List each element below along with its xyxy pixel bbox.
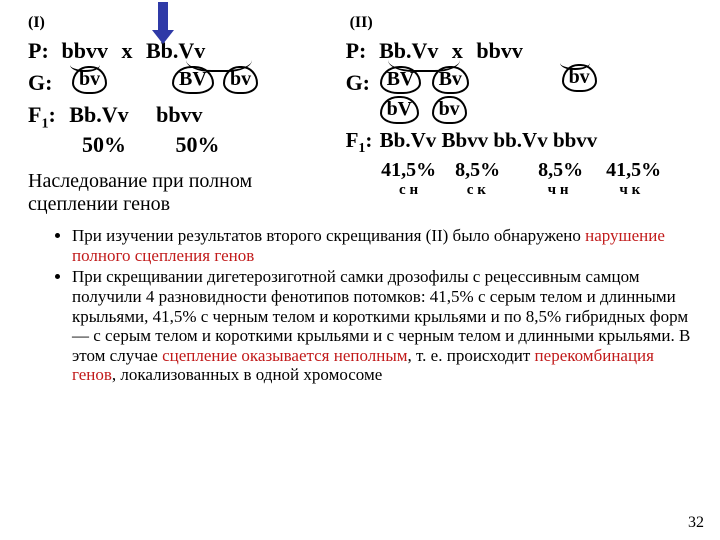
subtitle-line2: сцеплении генов bbox=[28, 193, 346, 216]
gamete-bv-2: bv bbox=[432, 96, 467, 124]
b2-text-c: , локализованных в одной хромосоме bbox=[112, 365, 382, 384]
swoosh-icon bbox=[560, 58, 590, 70]
F1-pct-line: 50% 50% bbox=[28, 132, 346, 158]
F1-colon: : bbox=[48, 102, 55, 127]
bullet-list: При изучении результатов второго скрещив… bbox=[28, 226, 692, 384]
pct-50-right: 50% bbox=[176, 132, 220, 158]
b2-highlight-1: сцепление оказывается неполным bbox=[162, 346, 407, 365]
F1-annot-row: с н с к ч н ч к bbox=[346, 182, 692, 199]
P-prefix: P: bbox=[28, 38, 56, 64]
ann-2: с к bbox=[447, 182, 505, 199]
section-label-I: (I) bbox=[28, 14, 346, 32]
section-label-II: (II) bbox=[350, 14, 692, 32]
G-line-II: G: BV Bv bv bV bv bbox=[346, 66, 692, 126]
pct-3: 8,5% bbox=[528, 159, 594, 182]
ann-4: ч к bbox=[595, 182, 665, 199]
pct-50-left: 50% bbox=[82, 132, 126, 158]
F1-line-I: F1: Bb.Vv bbvv bbox=[28, 102, 346, 132]
down-arrow-icon bbox=[152, 2, 174, 46]
P-prefix: P: bbox=[346, 38, 374, 64]
b1-text: При изучении результатов второго скрещив… bbox=[72, 226, 585, 245]
cross-I: (I) P: bbvv x Bb.Vv G: bv BV bv F1: Bb.V… bbox=[28, 14, 346, 216]
ann-1: с н bbox=[374, 182, 444, 199]
subtitle-line1: Наследование при полном bbox=[28, 170, 346, 193]
G-prefix: G: bbox=[28, 70, 52, 96]
F1-pct-row: 41,5% 8,5% 8,5% 41,5% bbox=[346, 159, 692, 182]
F1-line-II: F1: Bb.Vv Bbvv bb.Vv bbvv bbox=[346, 128, 692, 157]
b2-text-b: , т. е. происходит bbox=[408, 346, 535, 365]
F1-geno-right: bbvv bbox=[156, 102, 202, 127]
F1-prefix: F bbox=[28, 102, 41, 127]
F1-prefix: F bbox=[346, 128, 359, 152]
G-prefix: G: bbox=[346, 70, 370, 96]
P-right-genotype: bbvv bbox=[476, 38, 522, 64]
gamete-bV: bV bbox=[380, 96, 420, 124]
F1-colon: : bbox=[365, 128, 372, 152]
left-subtitle: Наследование при полном сцеплении генов bbox=[28, 170, 346, 216]
cross-x: x bbox=[121, 38, 132, 64]
bullet-2: При скрещивании дигетерозиготной самки д… bbox=[72, 267, 692, 384]
ann-3: ч н bbox=[525, 182, 591, 199]
G-line-I: G: bv BV bv bbox=[28, 66, 346, 100]
pct-1: 41,5% bbox=[374, 159, 444, 182]
pct-4: 41,5% bbox=[599, 159, 669, 182]
page-number: 32 bbox=[688, 514, 704, 532]
F1-genotypes: Bb.Vv Bbvv bb.Vv bbvv bbox=[380, 128, 598, 152]
pct-2: 8,5% bbox=[449, 159, 507, 182]
F1-geno-left: Bb.Vv bbox=[69, 102, 128, 127]
cross-II: (II) P: Bb.Vv x bbvv G: BV Bv bv bV bv F… bbox=[346, 14, 692, 216]
bullet-1: При изучении результатов второго скрещив… bbox=[72, 226, 692, 265]
